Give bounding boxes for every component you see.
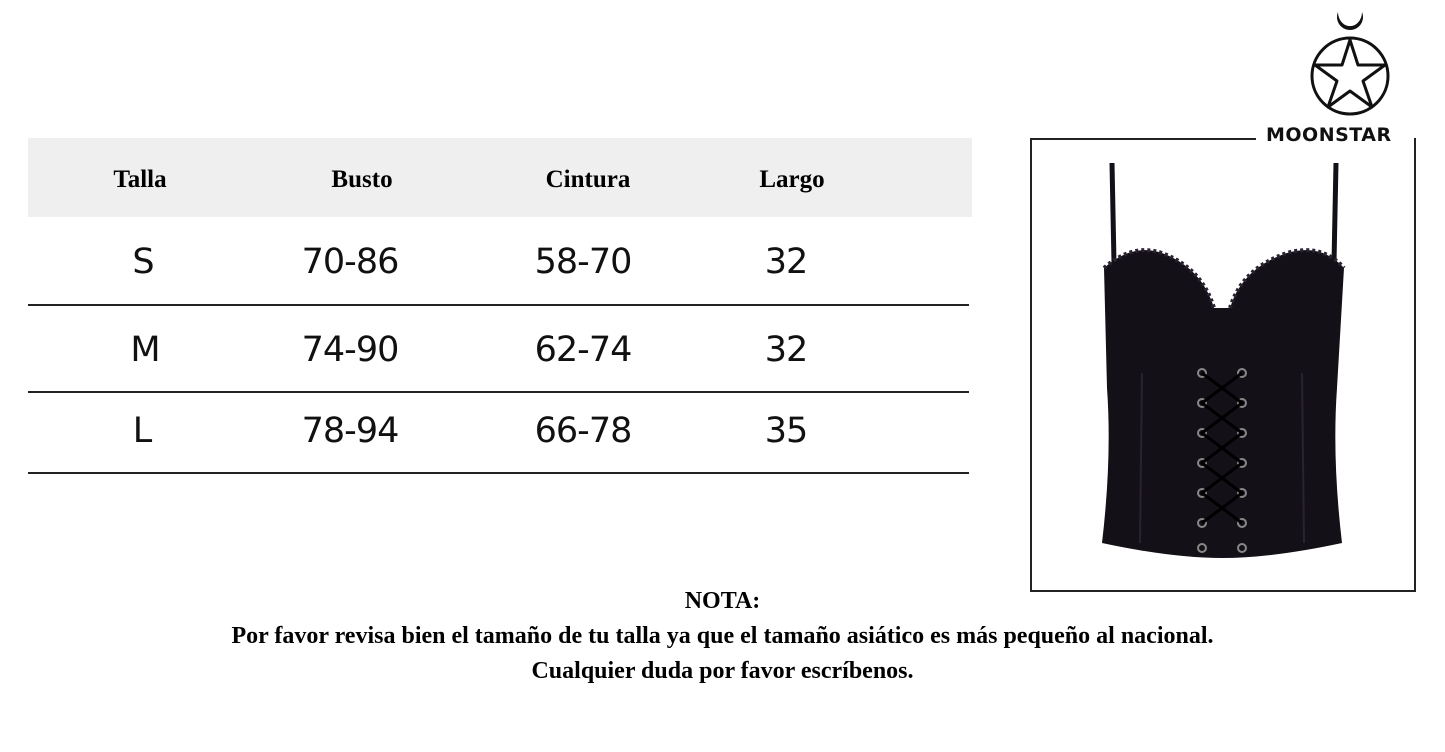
frame-top-line (1030, 138, 1256, 140)
table-header-band (28, 138, 972, 217)
corset-top-image-icon (1102, 162, 1346, 558)
row-divider (28, 472, 969, 474)
cell-cintura: 62-74 (534, 330, 633, 370)
cell-busto: 74-90 (301, 330, 400, 370)
product-image-frame (1030, 138, 1416, 592)
cell-talla: L (132, 411, 152, 451)
note-line-2: Cualquier duda por favor escríbenos. (531, 658, 914, 684)
note-title: NOTA: (684, 588, 761, 614)
cell-talla: M (130, 330, 160, 370)
header-talla: Talla (113, 166, 167, 193)
note-line-1: Por favor revisa bien el tamaño de tu ta… (231, 623, 1214, 649)
header-cintura: Cintura (545, 166, 631, 193)
header-busto: Busto (331, 166, 393, 193)
cell-busto: 78-94 (301, 411, 400, 451)
row-divider (28, 391, 969, 393)
moon-star-logo-icon (1310, 12, 1390, 116)
cell-busto: 70-86 (301, 242, 400, 282)
header-largo: Largo (759, 166, 825, 193)
cell-largo: 32 (764, 242, 809, 282)
cell-largo: 32 (764, 330, 809, 370)
row-divider (28, 304, 969, 306)
cell-cintura: 66-78 (534, 411, 633, 451)
brand-name: MOONSTAR (1266, 124, 1392, 146)
cell-largo: 35 (764, 411, 809, 451)
cell-talla: S (132, 242, 154, 282)
cell-cintura: 58-70 (534, 242, 633, 282)
